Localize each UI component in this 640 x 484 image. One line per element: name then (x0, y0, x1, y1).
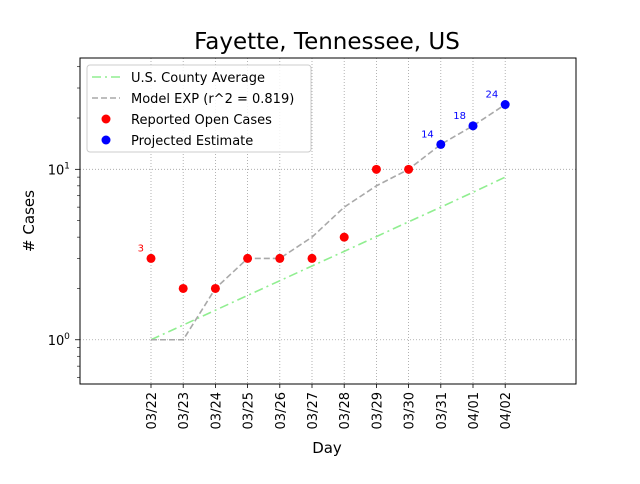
x-tick-label: 03/29 (370, 392, 385, 429)
data-label: 14 (421, 129, 434, 140)
axis-layer: 03/22 03/23 03/24 03/25 03/26 03/27 03/28 03/29… (48, 57, 577, 429)
x-tick-label: 03/25 (242, 392, 257, 429)
legend-label: Projected Estimate (131, 134, 253, 149)
data-point (307, 253, 317, 263)
data-point (339, 232, 349, 242)
y-tick-label-exponent: 1 (64, 161, 70, 171)
x-tick-label: 04/02 (499, 392, 514, 429)
legend-box (86, 64, 312, 153)
data-point (468, 121, 478, 131)
x-tick-label: 03/28 (338, 392, 353, 429)
legend-label: Model EXP (r^2 = 0.819) (131, 92, 294, 107)
data-point (500, 100, 510, 110)
x-tick-label: 03/27 (306, 392, 321, 429)
x-tick-label: 03/31 (435, 392, 450, 429)
x-tick-label: 04/01 (467, 392, 482, 429)
plot-frame (79, 57, 577, 385)
series-line (151, 103, 506, 341)
data-point (371, 164, 381, 174)
chart-title: Fayette, Tennessee, US (194, 29, 460, 55)
y-tick-label-exponent: 0 (64, 332, 70, 342)
x-tick-label: 03/30 (403, 392, 418, 429)
data-point (436, 139, 446, 149)
data-label: 24 (485, 90, 498, 101)
data-label: 3 (138, 243, 144, 254)
legend-label: Reported Open Cases (131, 113, 272, 128)
x-tick-label: 03/22 (145, 392, 160, 429)
y-tick-label: 10 (48, 163, 65, 178)
series-layer (146, 100, 510, 341)
legend-marker (101, 114, 111, 124)
data-point (243, 253, 253, 263)
data-point (210, 283, 220, 293)
x-tick-label: 03/26 (274, 392, 289, 429)
data-point (178, 283, 188, 293)
annotation-layer: 3 14 18 24 (138, 90, 499, 255)
legend-marker (101, 135, 111, 145)
legend-label: U.S. County Average (131, 71, 265, 86)
data-point (404, 164, 414, 174)
series-line (150, 176, 506, 341)
x-tick-label: 03/24 (209, 392, 224, 429)
legend: U.S. County Average Model EXP (r^2 = 0.81… (86, 64, 312, 153)
y-tick-label: 10 (48, 334, 65, 349)
x-tick-label: 03/23 (177, 392, 192, 429)
y-axis-label: # Cases (20, 190, 38, 252)
x-axis-label: Day (312, 439, 342, 457)
data-point (146, 253, 156, 263)
data-point (275, 253, 285, 263)
data-label: 18 (453, 111, 466, 122)
